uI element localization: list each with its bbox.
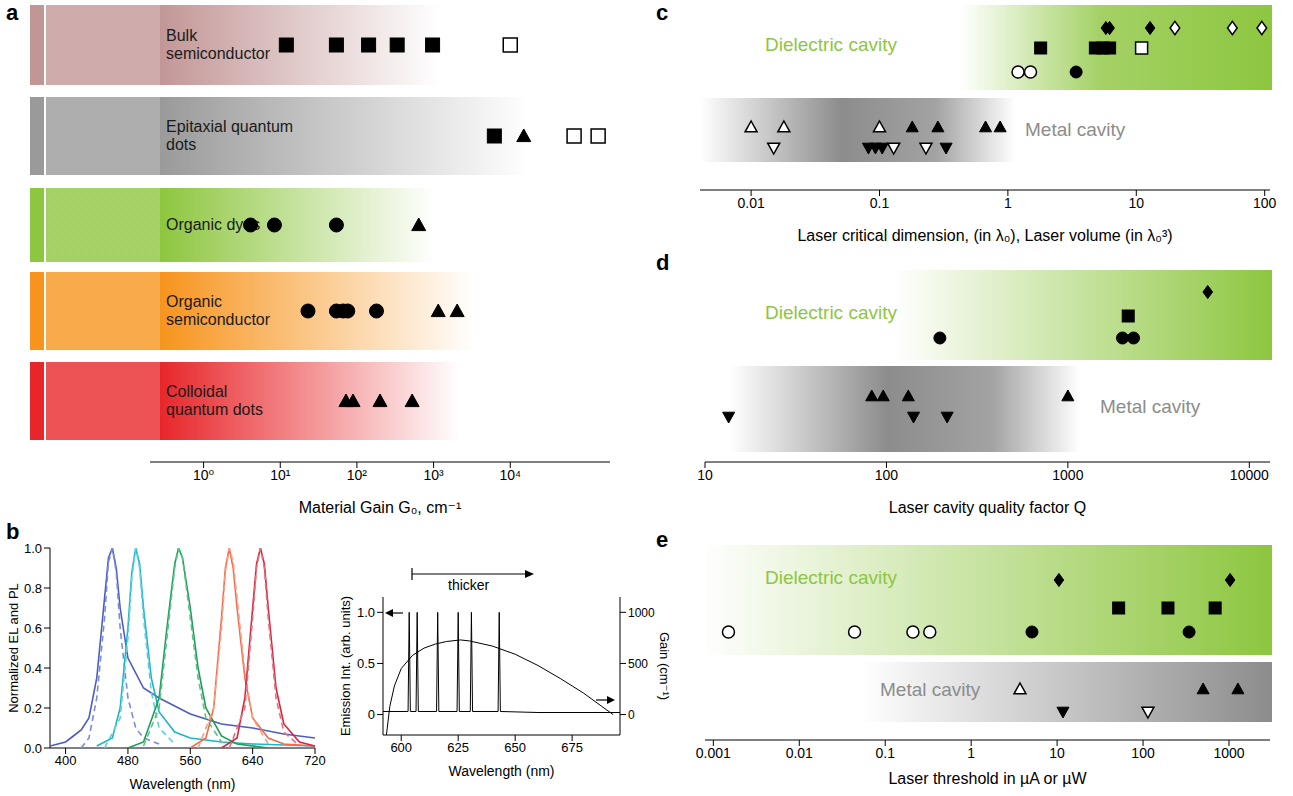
svg-text:0.01: 0.01 xyxy=(737,195,764,211)
svg-text:0.001: 0.001 xyxy=(696,745,731,761)
svg-text:10⁰: 10⁰ xyxy=(193,467,215,483)
svg-text:10000: 10000 xyxy=(1230,467,1269,483)
svg-text:1000: 1000 xyxy=(1052,467,1083,483)
svg-text:10: 10 xyxy=(1049,745,1065,761)
svg-text:1.0: 1.0 xyxy=(357,605,375,620)
html-text:b: b xyxy=(6,519,20,544)
svg-text:400: 400 xyxy=(55,753,77,768)
html-text:Dielectric cavity: Dielectric cavity xyxy=(765,567,897,589)
html-text:c: c xyxy=(656,0,669,25)
svg-text:Material Gain G₀, cm⁻¹: Material Gain G₀, cm⁻¹ xyxy=(299,499,462,516)
html-text:Metal cavity: Metal cavity xyxy=(1025,119,1126,141)
svg-text:560: 560 xyxy=(179,753,201,768)
svg-text:1: 1 xyxy=(1004,195,1012,211)
svg-text:100: 100 xyxy=(1253,195,1277,211)
svg-text:0.01: 0.01 xyxy=(786,745,813,761)
html-text:Dielectric cavity: Dielectric cavity xyxy=(765,34,897,56)
html-text:Bulk semiconductor: Bulk semiconductor xyxy=(166,26,270,62)
svg-text:0.8: 0.8 xyxy=(24,581,42,596)
svg-text:10: 10 xyxy=(697,467,713,483)
svg-text:640: 640 xyxy=(242,753,264,768)
svg-text:1000: 1000 xyxy=(1213,745,1244,761)
svg-text:600: 600 xyxy=(390,740,412,755)
svg-text:Wavelength (nm): Wavelength (nm) xyxy=(129,776,235,792)
svg-text:10: 10 xyxy=(1128,195,1144,211)
svg-text:1.0: 1.0 xyxy=(24,541,42,556)
html-text:Normalized EL and PL: Normalized EL and PL xyxy=(5,583,21,713)
svg-text:0.6: 0.6 xyxy=(24,621,42,636)
html-text:Dielectric cavity: Dielectric cavity xyxy=(765,302,897,324)
svg-text:Laser critical dimension, (in: Laser critical dimension, (in λ₀), Laser… xyxy=(797,227,1172,244)
svg-text:10³: 10³ xyxy=(423,467,444,483)
html-text:Metal cavity: Metal cavity xyxy=(880,679,981,701)
html-text:Colloidal quantum dots: Colloidal quantum dots xyxy=(166,382,263,418)
svg-text:0: 0 xyxy=(368,707,375,722)
svg-text:0.1: 0.1 xyxy=(875,745,895,761)
html-text:e: e xyxy=(656,527,669,552)
html-text:Metal cavity: Metal cavity xyxy=(1100,396,1201,418)
html-text:Organic semiconductor: Organic semiconductor xyxy=(166,292,270,328)
svg-text:480: 480 xyxy=(117,753,139,768)
html-text:a: a xyxy=(6,0,19,25)
svg-text:625: 625 xyxy=(447,740,469,755)
svg-text:10⁴: 10⁴ xyxy=(499,467,521,483)
html-text:Epitaxial quantum dots: Epitaxial quantum dots xyxy=(166,117,294,153)
svg-text:100: 100 xyxy=(1131,745,1155,761)
svg-text:1: 1 xyxy=(967,745,975,761)
svg-text:Laser cavity quality factor Q: Laser cavity quality factor Q xyxy=(889,499,1086,516)
html-text:d: d xyxy=(656,250,670,275)
svg-text:Wavelength (nm): Wavelength (nm) xyxy=(448,763,554,779)
svg-text:1000: 1000 xyxy=(628,606,655,620)
svg-text:720: 720 xyxy=(304,753,326,768)
svg-text:Laser threshold in µA or µW: Laser threshold in µA or µW xyxy=(888,770,1087,787)
svg-text:0.0: 0.0 xyxy=(24,741,42,756)
svg-text:500: 500 xyxy=(628,657,648,671)
svg-text:0.4: 0.4 xyxy=(24,661,42,676)
html-text:thicker: thicker xyxy=(448,577,490,593)
svg-text:650: 650 xyxy=(504,740,526,755)
svg-text:0: 0 xyxy=(628,708,635,722)
svg-text:675: 675 xyxy=(561,740,583,755)
svg-text:100: 100 xyxy=(875,467,899,483)
html-text:Gain (cm⁻¹): Gain (cm⁻¹) xyxy=(656,631,672,701)
svg-text:10²: 10² xyxy=(347,467,368,483)
svg-text:0.1: 0.1 xyxy=(870,195,890,211)
svg-text:10¹: 10¹ xyxy=(270,467,291,483)
svg-text:0.2: 0.2 xyxy=(24,701,42,716)
svg-text:0.5: 0.5 xyxy=(357,656,375,671)
html-text:Organic dyes: Organic dyes xyxy=(166,215,261,233)
html-text:Emission Int. (arb. units): Emission Int. (arb. units) xyxy=(337,595,353,737)
